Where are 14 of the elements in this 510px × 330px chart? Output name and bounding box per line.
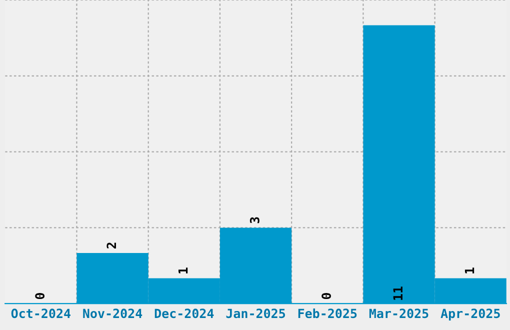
x-tick-label: Mar-2025 bbox=[369, 308, 428, 318]
x-tick-label: Jan-2025 bbox=[226, 308, 286, 318]
data-label: 1 bbox=[464, 268, 474, 274]
x-tick-label: Nov-2024 bbox=[83, 308, 142, 318]
data-label: 2 bbox=[106, 242, 116, 249]
data-label: 0 bbox=[322, 293, 332, 300]
x-tick-label: Feb-2025 bbox=[298, 308, 357, 318]
x-tick-label: Apr-2025 bbox=[440, 308, 500, 321]
x-tick-label: Oct-2024 bbox=[11, 308, 70, 318]
data-label: 3 bbox=[250, 217, 260, 224]
data-label: 0 bbox=[35, 293, 45, 300]
data-label: 11 bbox=[393, 286, 402, 300]
data-label: 1 bbox=[178, 268, 188, 274]
x-tick-label: Dec-2024 bbox=[154, 308, 214, 318]
